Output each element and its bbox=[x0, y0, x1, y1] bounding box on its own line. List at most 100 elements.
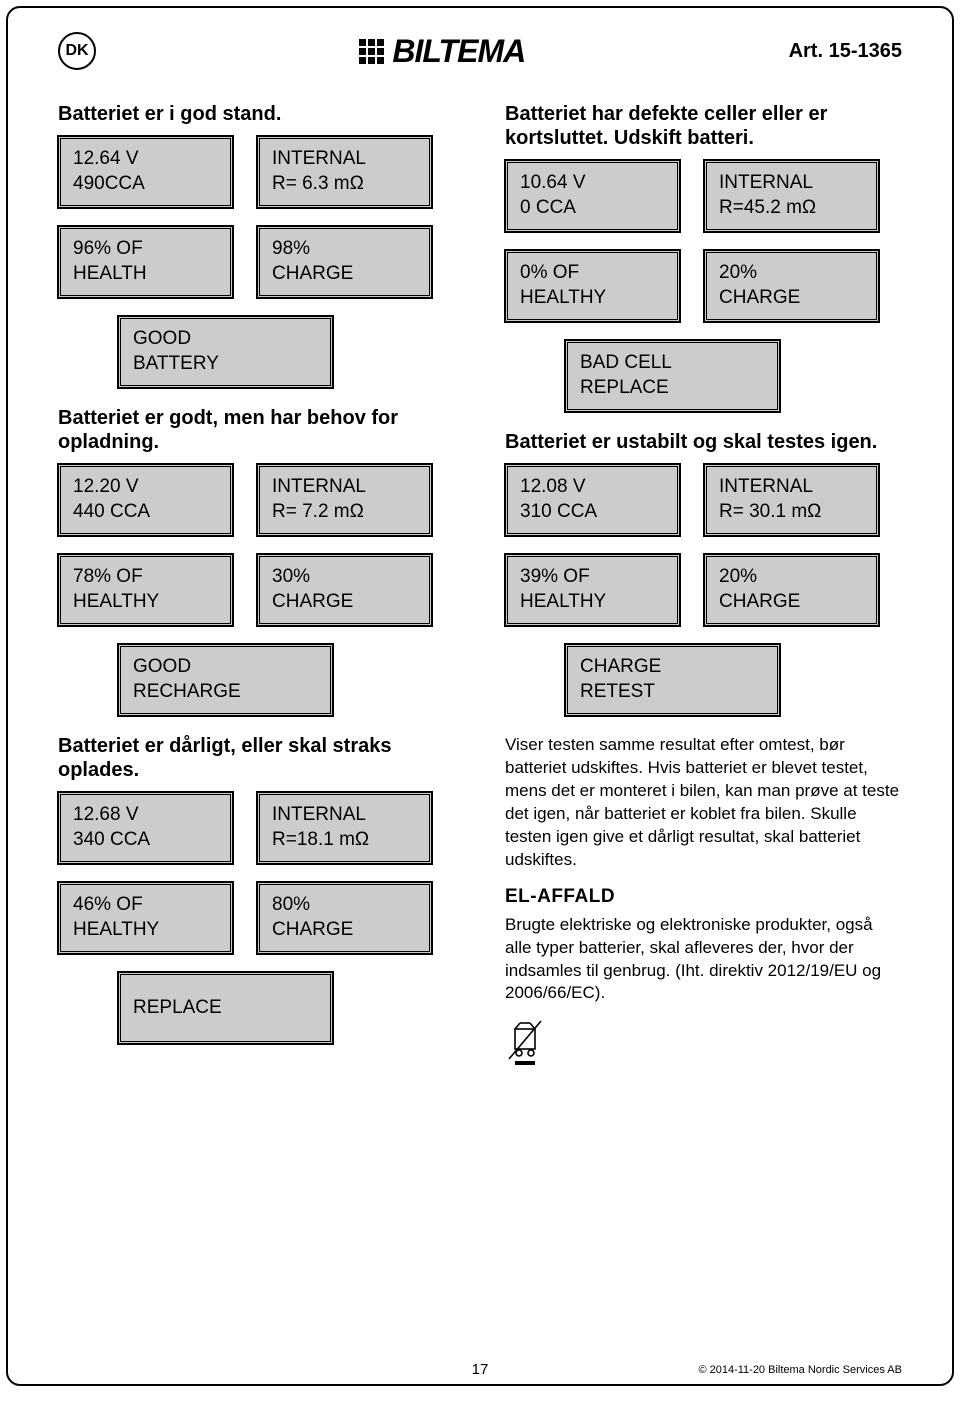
line1: 80% bbox=[272, 893, 417, 918]
weee-icon bbox=[505, 1015, 902, 1065]
display-health: 39% OF HEALTHY bbox=[505, 554, 680, 626]
display-health: 78% OF HEALTHY bbox=[58, 554, 233, 626]
display-row: 10.64 V 0 CCA INTERNAL R=45.2 mΩ bbox=[505, 160, 902, 232]
line2: HEALTHY bbox=[73, 918, 218, 943]
display-row: 12.08 V 310 CCA INTERNAL R= 30.1 mΩ bbox=[505, 464, 902, 536]
line2: R=18.1 mΩ bbox=[272, 828, 417, 853]
line2: BATTERY bbox=[133, 352, 318, 377]
display-voltage: 12.20 V 440 CCA bbox=[58, 464, 233, 536]
display-resistance: INTERNAL R= 30.1 mΩ bbox=[704, 464, 879, 536]
display-verdict: CHARGE RETEST bbox=[565, 644, 780, 716]
line2: R= 7.2 mΩ bbox=[272, 500, 417, 525]
line2: RETEST bbox=[580, 680, 765, 705]
left-column: Batteriet er i god stand. 12.64 V 490CCA… bbox=[58, 88, 455, 1065]
line2: REPLACE bbox=[580, 376, 765, 401]
line1: 12.68 V bbox=[73, 803, 218, 828]
display-row: CHARGE RETEST bbox=[505, 644, 902, 716]
line1: CHARGE bbox=[580, 655, 765, 680]
line1: GOOD bbox=[133, 655, 318, 680]
section-title: Batteriet er ustabilt og skal testes ige… bbox=[505, 430, 902, 454]
columns: Batteriet er i god stand. 12.64 V 490CCA… bbox=[58, 88, 902, 1065]
line1: 30% bbox=[272, 565, 417, 590]
display-row: 78% OF HEALTHY 30% CHARGE bbox=[58, 554, 455, 626]
display-row: 12.68 V 340 CCA INTERNAL R=18.1 mΩ bbox=[58, 792, 455, 864]
display-row: 46% OF HEALTHY 80% CHARGE bbox=[58, 882, 455, 954]
display-row: 12.64 V 490CCA INTERNAL R= 6.3 mΩ bbox=[58, 136, 455, 208]
line1: 0% OF bbox=[520, 261, 665, 286]
line1: BAD CELL bbox=[580, 351, 765, 376]
display-health: 0% OF HEALTHY bbox=[505, 250, 680, 322]
display-charge: 30% CHARGE bbox=[257, 554, 432, 626]
display-resistance: INTERNAL R= 7.2 mΩ bbox=[257, 464, 432, 536]
line2: CHARGE bbox=[719, 590, 864, 615]
line2: 440 CCA bbox=[73, 500, 218, 525]
display-verdict: BAD CELL REPLACE bbox=[565, 340, 780, 412]
line1: 20% bbox=[719, 565, 864, 590]
line1: INTERNAL bbox=[272, 803, 417, 828]
display-charge: 98% CHARGE bbox=[257, 226, 432, 298]
section-title: Batteriet er i god stand. bbox=[58, 102, 455, 126]
section-title: Batteriet har defekte celler eller er ko… bbox=[505, 102, 902, 150]
section-title: Batteriet er dårligt, eller skal straks … bbox=[58, 734, 455, 782]
display-row: 12.20 V 440 CCA INTERNAL R= 7.2 mΩ bbox=[58, 464, 455, 536]
display-charge: 80% CHARGE bbox=[257, 882, 432, 954]
line2: CHARGE bbox=[272, 262, 417, 287]
line1: INTERNAL bbox=[719, 475, 864, 500]
display-charge: 20% CHARGE bbox=[704, 250, 879, 322]
display-resistance: INTERNAL R= 6.3 mΩ bbox=[257, 136, 432, 208]
line1: INTERNAL bbox=[272, 475, 417, 500]
brand-text: BILTEMA bbox=[392, 33, 525, 70]
paragraph: Viser testen samme resultat efter omtest… bbox=[505, 734, 902, 872]
subheading-el-affald: EL-AFFALD bbox=[505, 886, 902, 908]
line1: GOOD bbox=[133, 327, 318, 352]
copyright: © 2014-11-20 Biltema Nordic Services AB bbox=[698, 1364, 902, 1376]
line2: 310 CCA bbox=[520, 500, 665, 525]
line2: HEALTHY bbox=[520, 286, 665, 311]
display-charge: 20% CHARGE bbox=[704, 554, 879, 626]
line2: HEALTHY bbox=[73, 590, 218, 615]
line2: HEALTH bbox=[73, 262, 218, 287]
footer: 17 © 2014-11-20 Biltema Nordic Services … bbox=[8, 1361, 952, 1378]
line1: 96% OF bbox=[73, 237, 218, 262]
display-verdict: GOOD RECHARGE bbox=[118, 644, 333, 716]
line2: HEALTHY bbox=[520, 590, 665, 615]
line1: 12.08 V bbox=[520, 475, 665, 500]
section-title: Batteriet er godt, men har behov for opl… bbox=[58, 406, 455, 454]
line2: CHARGE bbox=[272, 918, 417, 943]
display-row: 0% OF HEALTHY 20% CHARGE bbox=[505, 250, 902, 322]
display-voltage: 12.68 V 340 CCA bbox=[58, 792, 233, 864]
line2: R= 30.1 mΩ bbox=[719, 500, 864, 525]
display-row: 39% OF HEALTHY 20% CHARGE bbox=[505, 554, 902, 626]
brand-logo: BILTEMA bbox=[359, 33, 525, 70]
line2: RECHARGE bbox=[133, 680, 318, 705]
line1: 39% OF bbox=[520, 565, 665, 590]
line2: R= 6.3 mΩ bbox=[272, 172, 417, 197]
line1: 46% OF bbox=[73, 893, 218, 918]
display-health: 96% OF HEALTH bbox=[58, 226, 233, 298]
display-row: GOOD RECHARGE bbox=[58, 644, 455, 716]
line1: 78% OF bbox=[73, 565, 218, 590]
right-column: Batteriet har defekte celler eller er ko… bbox=[505, 88, 902, 1065]
display-resistance: INTERNAL R=18.1 mΩ bbox=[257, 792, 432, 864]
display-row: GOOD BATTERY bbox=[58, 316, 455, 388]
display-voltage: 12.64 V 490CCA bbox=[58, 136, 233, 208]
page: DK BILTEMA Art. 15-1365 Batteriet er i g… bbox=[6, 6, 954, 1386]
line1: 12.64 V bbox=[73, 147, 218, 172]
header: DK BILTEMA Art. 15-1365 bbox=[58, 32, 902, 70]
display-verdict: GOOD BATTERY bbox=[118, 316, 333, 388]
display-health: 46% OF HEALTHY bbox=[58, 882, 233, 954]
logo-grid-icon bbox=[359, 39, 384, 64]
line2: 0 CCA bbox=[520, 196, 665, 221]
line1: 20% bbox=[719, 261, 864, 286]
display-resistance: INTERNAL R=45.2 mΩ bbox=[704, 160, 879, 232]
display-row: 96% OF HEALTH 98% CHARGE bbox=[58, 226, 455, 298]
line2: CHARGE bbox=[272, 590, 417, 615]
display-row: REPLACE bbox=[58, 972, 455, 1044]
line1: INTERNAL bbox=[719, 171, 864, 196]
paragraph: Brugte elektriske og elektroniske produk… bbox=[505, 914, 902, 1006]
line1: 10.64 V bbox=[520, 171, 665, 196]
article-number: Art. 15-1365 bbox=[789, 40, 902, 63]
display-voltage: 10.64 V 0 CCA bbox=[505, 160, 680, 232]
display-verdict: REPLACE bbox=[118, 972, 333, 1044]
line2: CHARGE bbox=[719, 286, 864, 311]
